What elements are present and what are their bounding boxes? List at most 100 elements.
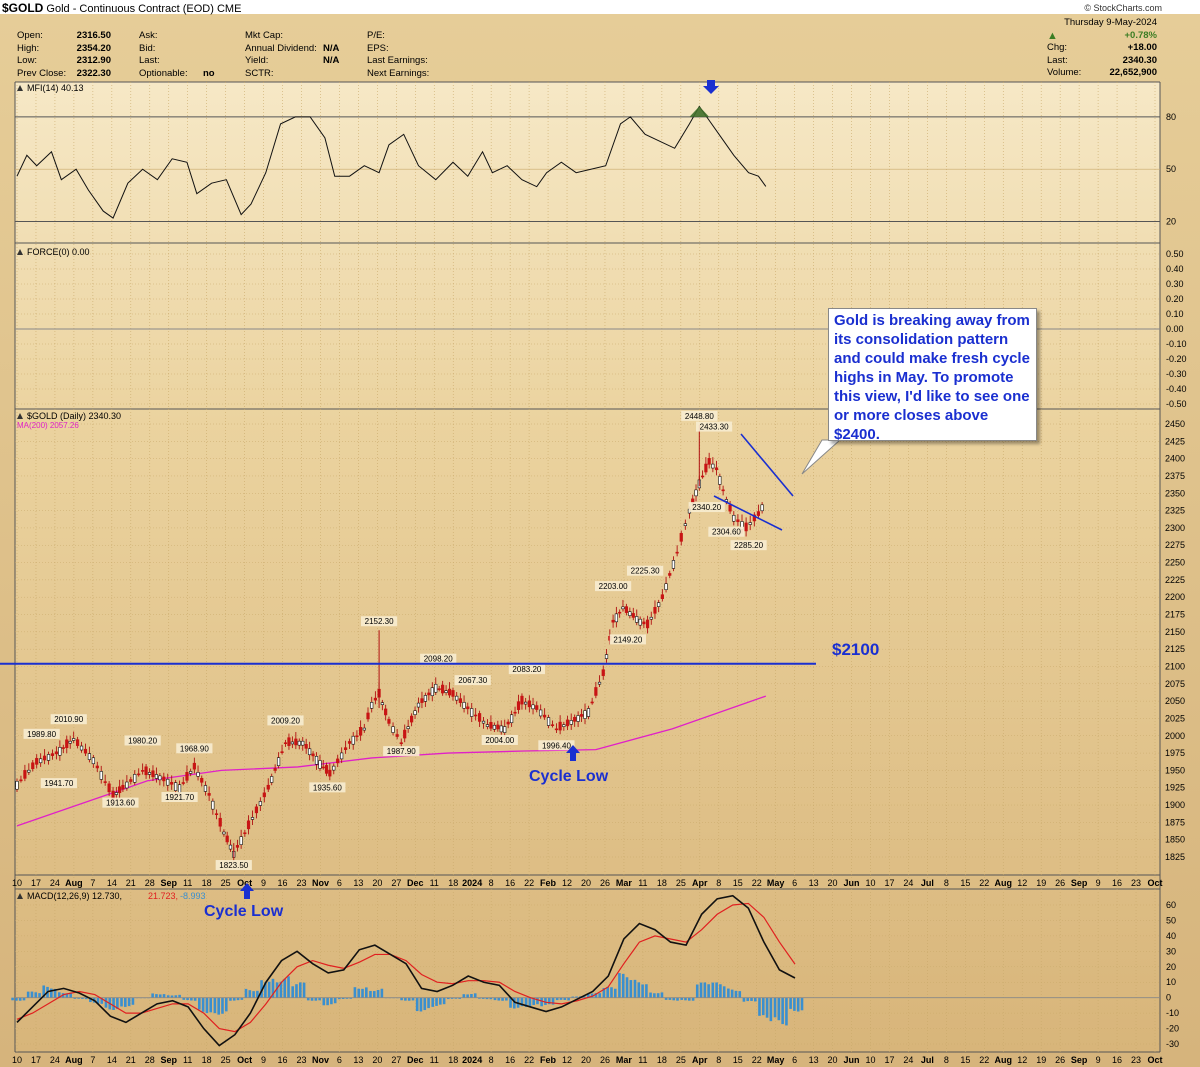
candle-body: [576, 715, 580, 722]
macd-histogram-bar: [773, 997, 777, 1018]
candle-body: [423, 695, 427, 702]
macd-histogram-bar: [423, 997, 427, 1011]
price-candle: [54, 746, 59, 760]
price-candle: [624, 603, 628, 616]
price-label: $GOLD (Daily) 2340.30: [27, 411, 121, 421]
price-candle: [744, 517, 748, 537]
candle-body: [72, 738, 76, 741]
x-tick-label: 14: [107, 1055, 117, 1065]
candle-body: [65, 739, 69, 749]
candle-body: [214, 813, 219, 816]
price-candle: [477, 710, 482, 727]
price-label-bg: [124, 735, 161, 746]
x-tick-label: 10: [865, 878, 875, 888]
macd-histogram-bar: [151, 993, 154, 998]
price-candle: [154, 767, 159, 783]
mfi-panel-icon: [17, 85, 23, 91]
price-candle: [752, 512, 756, 527]
macd-histogram-bar: [633, 979, 637, 998]
price-tick-label: 2375: [1165, 471, 1185, 481]
x-tick-label: 9: [261, 878, 266, 888]
x-tick-label: 18: [657, 1055, 667, 1065]
macd-histogram-bar: [229, 997, 232, 1001]
macd-histogram-bar: [680, 997, 683, 1000]
macd-histogram-bar: [155, 994, 158, 998]
macd-histogram-bar: [587, 994, 590, 998]
price-candle: [166, 773, 170, 791]
x-tick-label: 28: [145, 1055, 155, 1065]
candle-body: [121, 784, 125, 790]
price-label-bg: [538, 740, 575, 751]
candle-body: [707, 458, 711, 465]
x-tick-label: Aug: [65, 878, 83, 888]
candle-body: [273, 768, 277, 771]
candle-body: [297, 740, 301, 746]
price-candle: [95, 761, 99, 773]
candle-body: [347, 741, 352, 744]
price-candle: [562, 721, 566, 731]
candle-body: [262, 792, 266, 798]
price-candle: [597, 675, 602, 687]
candle-body: [395, 734, 399, 737]
candle-body: [668, 573, 672, 576]
price-candle: [283, 739, 288, 747]
macd-histogram-bar: [769, 997, 773, 1022]
macd-histogram-bar: [582, 996, 586, 998]
macd-histogram-bar: [291, 986, 294, 998]
candle-body: [485, 724, 490, 727]
x-tick-label: Dec: [407, 1055, 424, 1065]
macd-histogram-bar: [719, 984, 722, 998]
macd-histogram-bar: [198, 997, 201, 1010]
macd-histogram-bar: [30, 991, 34, 998]
price-candle: [524, 697, 528, 710]
x-tick-label: Feb: [540, 1055, 557, 1065]
force-panel-icon: [17, 249, 23, 255]
candle-body: [15, 780, 19, 790]
macd-histogram-bar: [547, 997, 551, 1005]
price-candle: [668, 570, 672, 579]
price-candle: [118, 779, 122, 799]
price-candle: [714, 460, 719, 476]
price-point-label: 1823.50: [219, 861, 248, 870]
x-tick-label: 13: [353, 878, 363, 888]
quote-row: Last Earnings:: [367, 55, 447, 68]
candle-body: [594, 687, 598, 696]
x-tick-label: Jun: [844, 878, 860, 888]
price-candle: [470, 702, 474, 723]
candle-body: [638, 618, 642, 626]
candle-body: [736, 519, 740, 523]
macd-histogram-bar: [777, 997, 781, 1021]
macd-histogram-bar: [267, 981, 271, 998]
macd-histogram-bar: [544, 997, 547, 1005]
macd-histogram-bar: [77, 997, 80, 999]
x-tick-label: 11: [638, 878, 647, 888]
macd-histogram-bar: [606, 986, 609, 998]
price-candle: [760, 502, 764, 514]
price-point-label: 2067.30: [458, 676, 487, 685]
candle-body: [50, 753, 55, 756]
quote-label: Prev Close:: [17, 67, 67, 79]
price-candle: [42, 749, 47, 765]
price-candle: [513, 706, 517, 717]
price-candle: [664, 576, 668, 593]
up-triangle-icon: ▲: [1047, 29, 1058, 42]
candle-body: [614, 613, 618, 623]
price-candle: [583, 703, 587, 725]
exchange: CME: [216, 3, 242, 15]
x-tick-label: 17: [884, 1055, 894, 1065]
macd-histogram-bar: [676, 997, 679, 1001]
price-candle: [343, 740, 348, 754]
candle-body: [458, 698, 462, 703]
price-candle: [718, 473, 722, 490]
macd-histogram-bar: [478, 997, 481, 999]
x-tick-label: 18: [448, 1055, 458, 1065]
price-candle: [321, 760, 325, 770]
price-tick-label: 1975: [1165, 748, 1185, 758]
macd-histogram-bar: [380, 988, 384, 998]
candle-body: [304, 744, 308, 749]
candle-body: [604, 654, 609, 659]
x-tick-label: Mar: [616, 878, 633, 888]
candle-body: [75, 739, 80, 746]
macd-histogram-bar: [345, 997, 349, 999]
price-candle: [520, 693, 524, 710]
